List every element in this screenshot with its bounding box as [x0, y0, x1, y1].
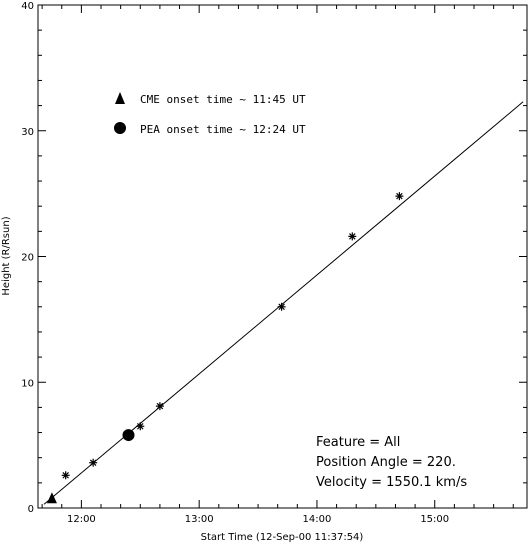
axis-ticks: [38, 4, 527, 509]
y-tick-label: 20: [21, 253, 34, 264]
x-tick-label: 13:00: [185, 514, 214, 525]
annotation-block: Feature = All Position Angle = 220. Velo…: [316, 435, 467, 490]
legend-circle-marker: [114, 122, 126, 134]
annotation-velocity: Velocity = 1550.1 km/s: [316, 475, 467, 490]
y-axis-title: Height (R/Rsun): [1, 216, 12, 295]
y-tick-label: 40: [21, 1, 34, 12]
y-tick-label: 30: [21, 127, 34, 138]
y-tick-label: 10: [21, 378, 34, 389]
data-point-asterisk: [61, 471, 70, 480]
y-tick-label: 0: [28, 504, 34, 515]
annotation-position-angle: Position Angle = 220.: [316, 455, 456, 470]
x-axis-title: Start Time (12-Sep-00 11:37:54): [201, 532, 364, 543]
pea-onset-circle: [122, 429, 135, 442]
legend-label-cme: CME onset time ~ 11:45 UT: [140, 93, 306, 106]
axis-tick-labels: 12:00 13:00 14:00 15:00 0 10 20 30 40: [21, 1, 449, 525]
cme-onset-triangle: [46, 492, 57, 504]
asterisk-stroke: [278, 303, 285, 311]
data-point-asterisk: [395, 192, 404, 201]
data-point-asterisk: [348, 232, 357, 241]
asterisk-stroke: [396, 192, 403, 200]
asterisk-stroke: [62, 472, 69, 479]
data-series: [43, 101, 524, 505]
annotation-feature: Feature = All: [316, 435, 400, 450]
asterisk-stroke: [137, 423, 144, 430]
asterisk-stroke: [349, 233, 356, 240]
legend-triangle-marker: [115, 92, 125, 104]
x-tick-label: 12:00: [67, 514, 96, 525]
x-tick-label: 15:00: [420, 514, 449, 525]
plot-frame: [37, 4, 528, 509]
legend: CME onset time ~ 11:45 UT PEA onset time…: [114, 92, 306, 136]
x-tick-label: 14:00: [303, 514, 332, 525]
legend-label-pea: PEA onset time ~ 12:24 UT: [140, 123, 306, 136]
fit-line: [43, 101, 524, 505]
